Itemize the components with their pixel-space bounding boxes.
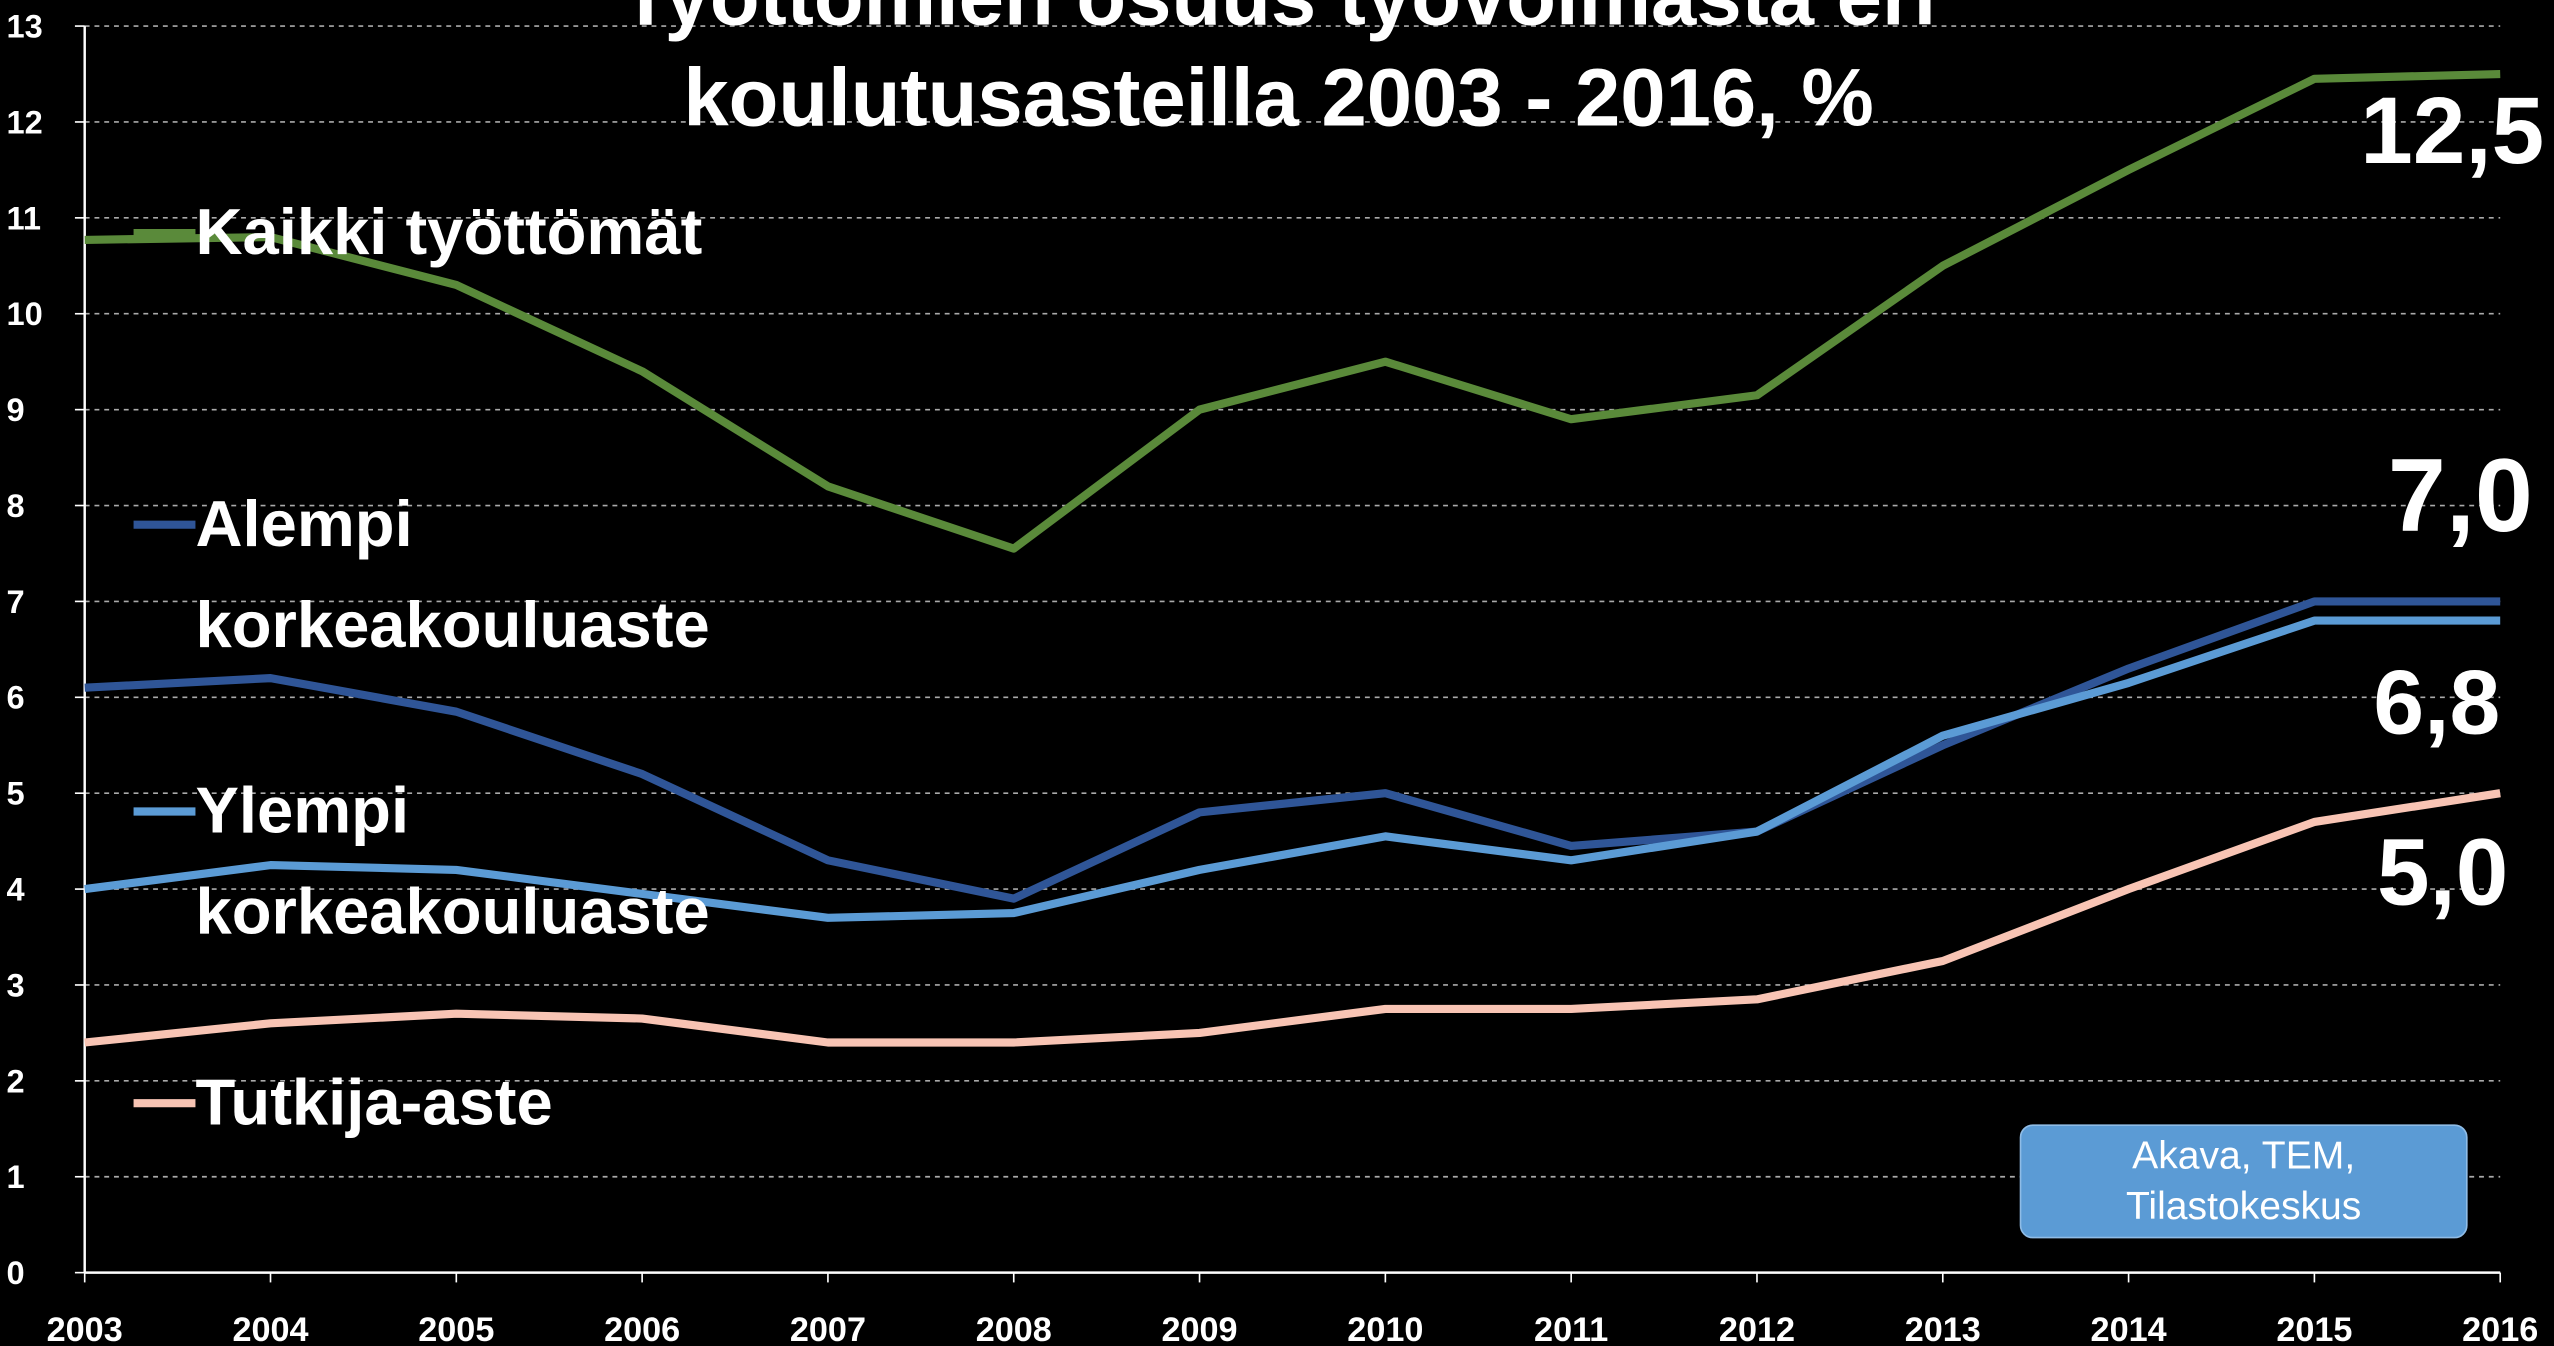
legend-label: Alempi korkeakouluaste (195, 488, 710, 662)
legend-label: Kaikki työttömät (195, 197, 703, 269)
y-tick-label: 0 (7, 1255, 25, 1291)
x-tick-label: 2005 (418, 1311, 494, 1346)
end-label: 7,0 (2388, 438, 2533, 554)
y-tick-label: 3 (7, 967, 25, 1003)
x-tick-label: 2015 (2276, 1311, 2352, 1346)
legend-label: Tutkija-aste (195, 1067, 553, 1140)
y-tick-label: 10 (7, 296, 43, 332)
legend-label: Ylempi korkeakouluaste (195, 775, 710, 949)
y-tick-label: 13 (7, 8, 43, 44)
end-label: 12,5 (2360, 78, 2544, 184)
x-tick-label: 2004 (232, 1311, 308, 1346)
y-tick-label: 2 (7, 1063, 25, 1099)
x-tick-label: 2007 (790, 1311, 866, 1346)
x-tick-label: 2008 (976, 1311, 1052, 1346)
x-tick-label: 2016 (2462, 1311, 2538, 1346)
y-tick-label: 5 (7, 776, 25, 812)
source-box: Akava, TEM, Tilastokeskus (2019, 1124, 2468, 1239)
y-tick-label: 8 (7, 488, 25, 524)
series-line (84, 789, 2501, 1047)
y-tick-label: 4 (7, 871, 25, 907)
y-tick-label: 7 (7, 584, 25, 620)
y-tick-label: 1 (7, 1159, 25, 1195)
x-tick-label: 2013 (1905, 1311, 1981, 1346)
end-label: 5,0 (2377, 819, 2508, 925)
series-line (84, 616, 2501, 922)
x-tick-label: 2006 (604, 1311, 680, 1346)
series-line (84, 597, 2501, 903)
chart-title: Työttömien osuus työvoimasta eri koulutu… (621, 0, 1936, 144)
x-tick-label: 2012 (1719, 1311, 1795, 1346)
y-tick-label: 11 (7, 200, 41, 236)
y-tick-label: 6 (7, 680, 25, 716)
x-tick-label: 2011 (1534, 1311, 1608, 1346)
x-tick-label: 2003 (47, 1311, 123, 1346)
x-tick-label: 2009 (1162, 1311, 1238, 1346)
series-line (84, 69, 2501, 553)
y-tick-label: 12 (7, 104, 43, 140)
x-tick-label: 2010 (1347, 1311, 1423, 1346)
end-label: 6,8 (2373, 651, 2500, 753)
y-tick-label: 9 (7, 392, 25, 428)
x-tick-label: 2014 (2091, 1311, 2167, 1346)
